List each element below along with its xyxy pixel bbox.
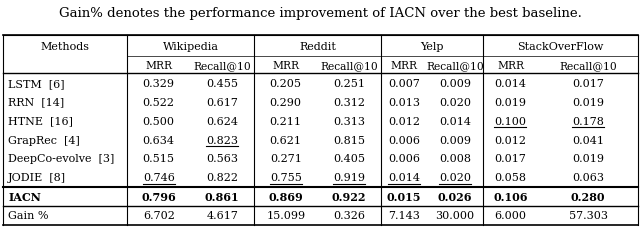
Text: 0.007: 0.007 <box>388 79 420 88</box>
Text: 6.000: 6.000 <box>495 210 527 220</box>
Text: 0.017: 0.017 <box>495 154 527 164</box>
Text: MRR: MRR <box>390 61 418 71</box>
Text: 0.313: 0.313 <box>333 116 365 126</box>
Text: 0.009: 0.009 <box>439 79 471 88</box>
Text: 0.205: 0.205 <box>269 79 301 88</box>
Text: 0.019: 0.019 <box>572 154 604 164</box>
Text: Recall@10: Recall@10 <box>426 61 484 71</box>
Text: DeepCo-evolve  [3]: DeepCo-evolve [3] <box>8 154 115 164</box>
Text: RRN  [14]: RRN [14] <box>8 97 65 107</box>
Text: 0.063: 0.063 <box>572 173 604 183</box>
Text: 0.106: 0.106 <box>493 191 528 202</box>
Text: MRR: MRR <box>145 61 172 71</box>
Text: HTNE  [16]: HTNE [16] <box>8 116 74 126</box>
Text: 0.563: 0.563 <box>206 154 238 164</box>
Text: Recall@10: Recall@10 <box>559 61 617 71</box>
Text: 0.271: 0.271 <box>270 154 301 164</box>
Text: 0.290: 0.290 <box>269 97 301 107</box>
Text: JODIE  [8]: JODIE [8] <box>8 173 67 183</box>
Text: 0.823: 0.823 <box>206 135 238 145</box>
Text: 0.624: 0.624 <box>206 116 238 126</box>
Text: Recall@10: Recall@10 <box>193 61 251 71</box>
Text: 0.922: 0.922 <box>332 191 367 202</box>
Text: 0.869: 0.869 <box>268 191 303 202</box>
Text: Gain% denotes the performance improvement of IACN over the best baseline.: Gain% denotes the performance improvemen… <box>60 7 582 20</box>
Text: 0.009: 0.009 <box>439 135 471 145</box>
Text: 0.020: 0.020 <box>439 173 471 183</box>
Text: 0.058: 0.058 <box>495 173 527 183</box>
Text: MRR: MRR <box>272 61 300 71</box>
Text: 7.143: 7.143 <box>388 210 420 220</box>
Text: 0.026: 0.026 <box>438 191 472 202</box>
Text: 0.919: 0.919 <box>333 173 365 183</box>
Text: 0.017: 0.017 <box>572 79 604 88</box>
Text: 0.006: 0.006 <box>388 154 420 164</box>
Text: 0.178: 0.178 <box>572 116 604 126</box>
Text: 0.280: 0.280 <box>571 191 605 202</box>
Text: 0.522: 0.522 <box>143 97 175 107</box>
Text: 0.211: 0.211 <box>269 116 301 126</box>
Text: Recall@10: Recall@10 <box>321 61 378 71</box>
Text: 0.746: 0.746 <box>143 173 175 183</box>
Text: 4.617: 4.617 <box>206 210 238 220</box>
Text: 0.796: 0.796 <box>141 191 176 202</box>
Text: 0.822: 0.822 <box>206 173 238 183</box>
Text: 0.041: 0.041 <box>572 135 604 145</box>
Text: 15.099: 15.099 <box>266 210 305 220</box>
Text: Gain %: Gain % <box>8 210 49 220</box>
Text: Wikipedia: Wikipedia <box>163 42 218 52</box>
Text: Yelp: Yelp <box>420 42 444 52</box>
Text: 0.014: 0.014 <box>439 116 471 126</box>
Text: 0.012: 0.012 <box>388 116 420 126</box>
Text: 0.015: 0.015 <box>387 191 421 202</box>
Text: MRR: MRR <box>497 61 524 71</box>
Text: 0.634: 0.634 <box>143 135 175 145</box>
Text: 0.755: 0.755 <box>270 173 301 183</box>
Text: 30.000: 30.000 <box>435 210 474 220</box>
Text: 0.251: 0.251 <box>333 79 365 88</box>
Text: 0.515: 0.515 <box>143 154 175 164</box>
Text: 0.500: 0.500 <box>143 116 175 126</box>
Text: 0.019: 0.019 <box>495 97 527 107</box>
Text: 6.702: 6.702 <box>143 210 175 220</box>
Text: 0.012: 0.012 <box>495 135 527 145</box>
Text: Methods: Methods <box>40 42 90 52</box>
Text: StackOverFlow: StackOverFlow <box>517 42 604 52</box>
Text: 0.014: 0.014 <box>495 79 527 88</box>
Text: 0.815: 0.815 <box>333 135 365 145</box>
Text: 0.013: 0.013 <box>388 97 420 107</box>
Text: 0.019: 0.019 <box>572 97 604 107</box>
Text: 0.006: 0.006 <box>388 135 420 145</box>
Text: GrapRec  [4]: GrapRec [4] <box>8 135 80 145</box>
Text: 0.455: 0.455 <box>206 79 238 88</box>
Text: LSTM  [6]: LSTM [6] <box>8 79 65 88</box>
Text: 0.617: 0.617 <box>206 97 238 107</box>
Text: 0.329: 0.329 <box>143 79 175 88</box>
Text: 0.621: 0.621 <box>269 135 301 145</box>
Text: 0.405: 0.405 <box>333 154 365 164</box>
Text: 0.020: 0.020 <box>439 97 471 107</box>
Text: 0.008: 0.008 <box>439 154 471 164</box>
Text: 0.100: 0.100 <box>495 116 527 126</box>
Text: 57.303: 57.303 <box>569 210 608 220</box>
Text: 0.326: 0.326 <box>333 210 365 220</box>
Text: Reddit: Reddit <box>299 42 336 52</box>
Text: IACN: IACN <box>8 191 41 202</box>
Text: 0.312: 0.312 <box>333 97 365 107</box>
Text: 0.861: 0.861 <box>205 191 239 202</box>
Text: 0.014: 0.014 <box>388 173 420 183</box>
